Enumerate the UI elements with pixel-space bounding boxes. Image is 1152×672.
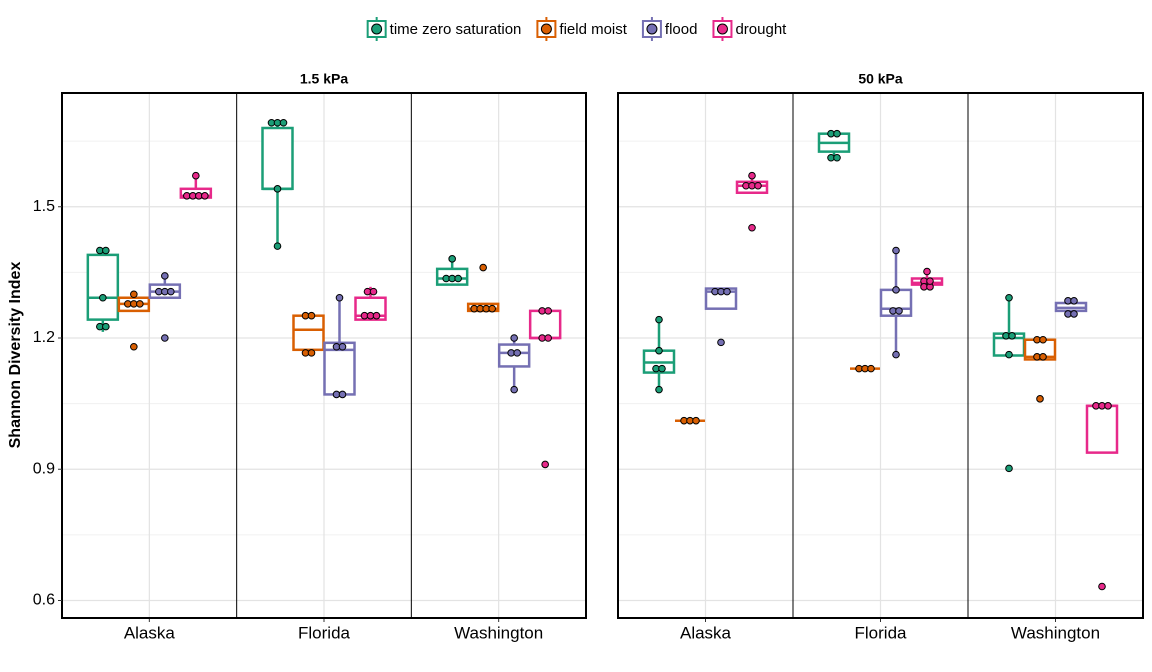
box (1085, 404, 1119, 454)
data-point (167, 287, 175, 296)
data-point (892, 286, 900, 294)
legend-label: field moist (559, 21, 627, 38)
data-point (723, 287, 731, 296)
legend: time zero saturation field moist flood drou… (366, 17, 787, 41)
legend-label: drought (735, 21, 787, 38)
legend-dot (540, 23, 552, 35)
data-point (307, 311, 316, 320)
data-point (655, 346, 663, 355)
data-point (192, 171, 200, 180)
data-point (895, 307, 903, 315)
data-point (833, 129, 841, 138)
panel-border (617, 92, 1144, 619)
box (497, 343, 531, 368)
box (528, 309, 562, 340)
x-tick-label: Alaska (680, 623, 732, 642)
x-tick-label: Alaska (124, 623, 176, 642)
y-tick-label: 0.6 (33, 592, 55, 609)
legend-item: drought (712, 17, 787, 41)
data-point (454, 274, 462, 283)
data-point (1036, 395, 1044, 403)
data-point (338, 390, 347, 399)
data-point (1104, 402, 1112, 410)
x-tick-label: Florida (298, 623, 351, 642)
data-point (892, 350, 900, 359)
data-point (136, 300, 144, 308)
data-point (923, 267, 931, 276)
panel-title: 1.5 kPa (300, 71, 348, 87)
legend-dot (371, 23, 383, 35)
y-tick-label: 1.5 (33, 198, 55, 215)
box (261, 126, 294, 191)
data-point (201, 192, 209, 200)
data-point (369, 287, 378, 296)
data-point (513, 349, 521, 357)
data-point (488, 304, 496, 313)
panel-border (61, 92, 587, 619)
data-point (338, 342, 347, 351)
data-point (335, 293, 344, 302)
data-point (541, 460, 549, 469)
box (86, 253, 120, 321)
data-point (161, 272, 169, 280)
data-point (102, 322, 110, 331)
data-point (926, 277, 934, 285)
y-tick-label: 0.9 (33, 460, 55, 477)
x-tick-label: Washington (454, 623, 543, 642)
box (323, 341, 356, 396)
legend-dot (646, 23, 658, 35)
data-point (1039, 353, 1047, 361)
data-point (102, 246, 110, 255)
x-tick-label: Florida (855, 623, 908, 642)
data-point (1005, 293, 1013, 302)
x-tick-label: Washington (1011, 623, 1100, 642)
data-point (1005, 350, 1013, 359)
data-point (754, 181, 762, 190)
y-tick-label: 1.2 (33, 329, 55, 346)
data-point (658, 364, 666, 373)
legend-item: time zero saturation (366, 17, 522, 41)
legend-item: flood (641, 17, 698, 41)
data-point (273, 185, 282, 193)
data-point (692, 416, 700, 425)
data-point (307, 349, 316, 357)
data-point (1070, 310, 1078, 318)
data-point (655, 385, 663, 394)
data-point (279, 118, 288, 127)
data-point (1070, 297, 1078, 305)
data-point (867, 364, 875, 373)
data-point (273, 242, 282, 250)
data-point (448, 255, 456, 263)
data-point (833, 153, 841, 162)
legend-label: flood (665, 21, 698, 38)
data-point (510, 334, 518, 342)
data-point (544, 307, 552, 315)
data-point (372, 311, 381, 320)
box (292, 314, 325, 352)
data-point (130, 342, 138, 351)
data-point (479, 263, 487, 272)
data-point (130, 290, 138, 299)
data-point (1005, 464, 1013, 473)
data-point (892, 246, 900, 255)
data-point (655, 315, 663, 324)
data-point (161, 334, 169, 342)
panel-title: 50 kPa (858, 71, 903, 87)
data-point (1098, 582, 1106, 591)
data-point (99, 293, 107, 302)
data-point (717, 338, 725, 347)
data-point (748, 223, 756, 232)
data-point (510, 385, 518, 394)
legend-label: time zero saturation (390, 21, 522, 38)
data-point (1008, 332, 1016, 340)
legend-dot (716, 23, 728, 35)
legend-item: field moist (536, 17, 628, 41)
data-point (1039, 335, 1047, 344)
data-point (544, 334, 552, 342)
y-axis-label: Shannon Diversity Index (7, 262, 24, 449)
data-point (748, 171, 756, 180)
